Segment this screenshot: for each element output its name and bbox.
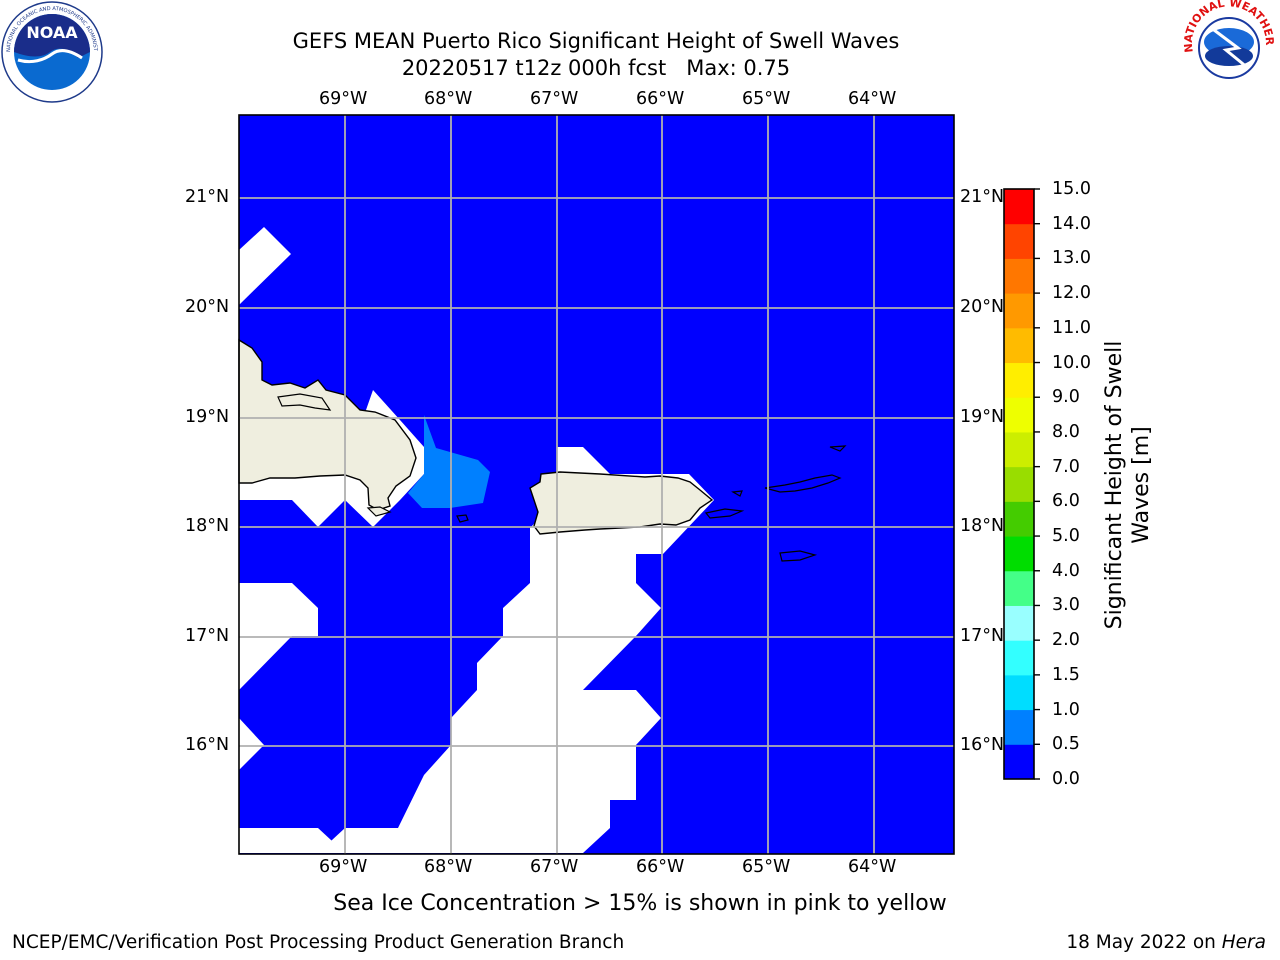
land-mona-island (456, 514, 469, 523)
colorbar-tick-label: 15.0 (1052, 179, 1091, 199)
colorbar-segment (1004, 709, 1034, 745)
noaa-logo: NOAA NATIONAL OCEANIC AND ATMOSPHERIC AD… (0, 0, 103, 103)
colorbar-frame (1003, 188, 1035, 780)
colorbar-segment (1004, 536, 1034, 572)
land-st-croix (779, 550, 818, 562)
land-hispaniola (238, 338, 417, 511)
land-anegada (829, 445, 847, 452)
colorbar-segment (1004, 362, 1034, 398)
lat-tick-left: 16°N (185, 735, 230, 755)
lat-tick-left: 20°N (185, 297, 230, 317)
lat-tick-left: 21°N (185, 187, 230, 207)
colorbar-segment (1004, 189, 1034, 225)
footer-date: 18 May 2022 on Hera (1066, 932, 1266, 954)
colorbar-segment (1004, 397, 1034, 433)
colorbar-tick-label: 0.5 (1052, 734, 1080, 755)
colorbar (1003, 188, 1040, 780)
colorbar-segment (1004, 327, 1034, 364)
colorbar-segment (1004, 605, 1034, 641)
footer-host: Hera (1221, 932, 1266, 953)
lon-tick-top: 65°W (742, 89, 791, 109)
colorbar-tick-label: 4.0 (1052, 560, 1080, 581)
colorbar-tick-label: 3.0 (1052, 595, 1080, 616)
lon-tick-bottom: 67°W (530, 857, 579, 877)
lat-tick-right: 18°N (960, 516, 1004, 536)
colorbar-segment (1004, 640, 1034, 676)
colorbar-segment (1004, 570, 1034, 606)
colorbar-tick-label: 14.0 (1052, 213, 1091, 234)
sea-ice-note: Sea Ice Concentration > 15% is shown in … (333, 891, 947, 916)
lon-tick-top: 67°W (530, 89, 579, 109)
lat-tick-right: 20°N (960, 297, 1004, 317)
land-samana (277, 393, 332, 411)
footer-branch: NCEP/EMC/Verification Post Processing Pr… (12, 932, 625, 953)
colorbar-tick-label: 1.5 (1052, 664, 1080, 685)
colorbar-tick-label: 2.0 (1052, 630, 1080, 651)
land-puerto-rico (529, 471, 714, 535)
lat-tick-left: 19°N (185, 407, 230, 427)
lat-tick-right: 16°N (960, 735, 1004, 755)
lon-tick-bottom: 64°W (848, 857, 897, 877)
footer-date-text: 18 May 2022 on (1066, 932, 1222, 953)
colorbar-segment (1004, 466, 1034, 502)
colorbar-segment (1004, 431, 1034, 468)
lon-tick-bottom: 69°W (319, 857, 368, 877)
colorbar-segment (1004, 223, 1034, 259)
colorbar-segment (1004, 674, 1034, 711)
land-vieques (704, 508, 745, 519)
lat-tick-right: 21°N (960, 187, 1004, 207)
lon-tick-top: 66°W (636, 89, 685, 109)
land-isla-saona (366, 506, 392, 517)
colorbar-tick-label: 12.0 (1052, 283, 1091, 304)
lon-tick-top: 69°W (319, 89, 368, 109)
colorbar-label-line2: Waves [m] (1129, 426, 1154, 544)
colorbar-tick-label: 1.0 (1052, 699, 1080, 720)
land-virgin-islands (764, 474, 842, 493)
colorbar-segment (1004, 501, 1034, 537)
lon-tick-bottom: 68°W (424, 857, 473, 877)
swell-patch-0.5-1.0 (408, 415, 490, 508)
land-culebra (731, 490, 743, 497)
lat-tick-right: 19°N (960, 407, 1004, 427)
colorbar-segment (1004, 744, 1034, 780)
lat-tick-right: 17°N (960, 626, 1004, 646)
colorbar-tick-label: 10.0 (1052, 352, 1091, 373)
colorbar-tick-label: 5.0 (1052, 526, 1080, 547)
colorbar-label-line1: Significant Height of Swell (1102, 340, 1127, 630)
colorbar-tick-label: 8.0 (1052, 421, 1080, 442)
colorbar-tick-label: 11.0 (1052, 317, 1091, 338)
colorbar-tick-label: 0.0 (1052, 769, 1080, 789)
lon-tick-top: 68°W (424, 89, 473, 109)
colorbar-tick-label: 6.0 (1052, 491, 1080, 512)
map-panel (238, 114, 955, 855)
lon-tick-bottom: 65°W (742, 857, 791, 877)
colorbar-segment (1004, 258, 1034, 294)
lat-tick-left: 17°N (185, 626, 230, 646)
noaa-logo-text: NOAA (26, 23, 78, 42)
colorbar-segment (1004, 293, 1034, 329)
colorbar-tick-label: 13.0 (1052, 248, 1091, 269)
plot-title: GEFS MEAN Puerto Rico Significant Height… (292, 29, 900, 53)
plot-subtitle: 20220517 t12z 000h fcst Max: 0.75 (401, 56, 791, 80)
colorbar-tick-label: 7.0 (1052, 456, 1080, 477)
lon-tick-top: 64°W (848, 89, 897, 109)
lon-tick-bottom: 66°W (636, 857, 685, 877)
map-frame (238, 114, 955, 855)
map-gridlines (239, 115, 954, 854)
lat-tick-left: 18°N (185, 516, 230, 536)
colorbar-tick-label: 9.0 (1052, 387, 1080, 408)
